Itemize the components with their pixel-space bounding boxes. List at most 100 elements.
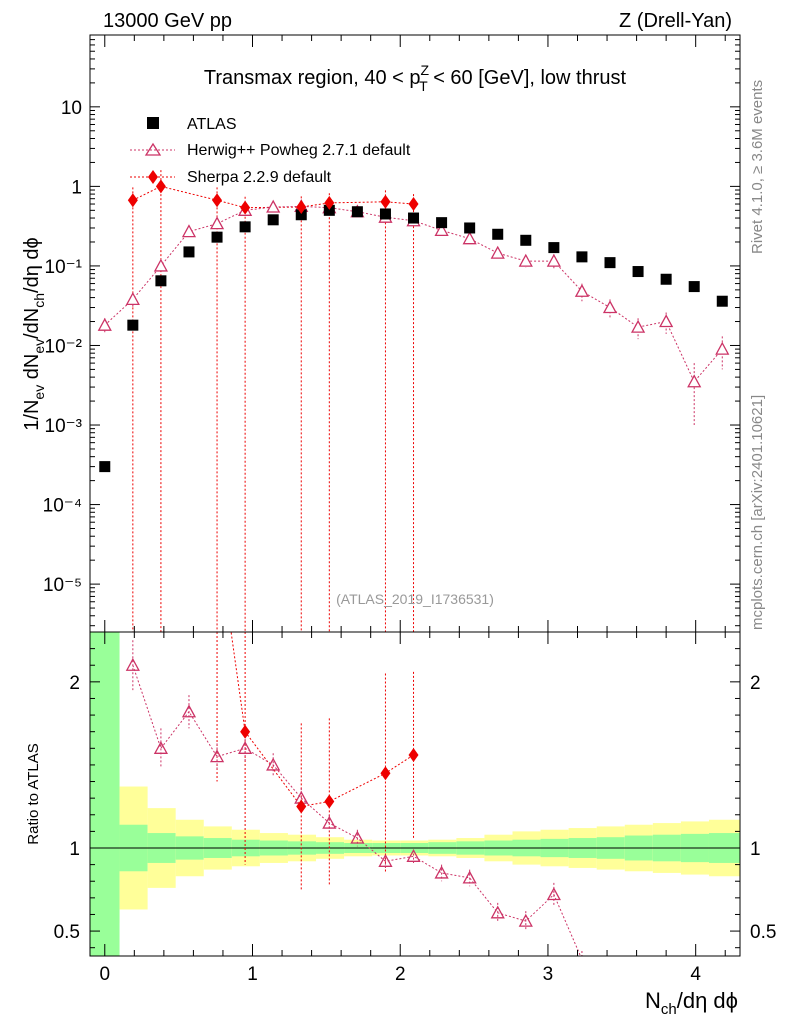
ratio-x-tick-label: 1 bbox=[247, 964, 258, 985]
sherpa-error-lines bbox=[132, 170, 415, 632]
plot-title: Transmax region, 40 < pZ T < 60 [GeV], lo… bbox=[204, 62, 627, 94]
sherpa-line bbox=[132, 185, 414, 209]
ratio-herwig-point bbox=[350, 830, 365, 844]
ratio-herwig-point bbox=[153, 740, 169, 754]
ratio-y-tick-label: 0.5 bbox=[54, 922, 80, 943]
ratio-sherpa-point bbox=[380, 766, 391, 781]
main-y-axis-label: 1/Nev dNev/dNch/dη dϕ bbox=[21, 237, 47, 430]
main-y-tick-label: 10⁻⁵ bbox=[43, 575, 82, 596]
main-y-tick-label: 10⁻³ bbox=[45, 416, 83, 437]
ratio-herwig-point bbox=[266, 757, 281, 771]
atlas-point bbox=[520, 234, 532, 246]
ratio-x-tick-label: 2 bbox=[395, 964, 406, 985]
sherpa-point bbox=[408, 197, 419, 212]
atlas-point bbox=[688, 281, 700, 293]
atlas-point bbox=[155, 275, 167, 287]
ratio-y-tick-label: 1 bbox=[69, 839, 80, 860]
ratio-sherpa-series bbox=[240, 724, 419, 814]
legend-sherpa-label: Sherpa 2.2.9 default bbox=[187, 169, 332, 186]
ratio-sherpa-point bbox=[324, 794, 335, 809]
main-y-tick-labels: 10 1 10⁻¹ 10⁻² 10⁻³ 10⁻⁴ 10⁻⁵ bbox=[43, 98, 82, 596]
herwig-point bbox=[602, 300, 618, 314]
legend-herwig-marker bbox=[144, 142, 162, 156]
atlas-point bbox=[436, 217, 448, 229]
herwig-point bbox=[546, 253, 561, 267]
legend: ATLAS Herwig++ Powheg 2.7.1 default Sher… bbox=[130, 116, 411, 186]
herwig-point bbox=[462, 231, 477, 245]
header-process: Z (Drell-Yan) bbox=[619, 10, 732, 32]
sherpa-point bbox=[155, 179, 166, 194]
ratio-herwig-point bbox=[490, 905, 505, 919]
atlas-point bbox=[351, 206, 363, 218]
sherpa-series bbox=[127, 179, 419, 215]
atlas-point bbox=[379, 208, 391, 220]
ratio-herwig-point bbox=[322, 815, 337, 829]
ratio-sherpa-line bbox=[230, 632, 414, 808]
herwig-point bbox=[97, 317, 112, 331]
ratio-herwig-point bbox=[546, 887, 561, 901]
sherpa-point bbox=[296, 200, 307, 215]
main-y-tick-label: 10⁻¹ bbox=[45, 257, 83, 278]
atlas-point bbox=[548, 242, 560, 254]
main-y-tick-label: 1 bbox=[71, 177, 82, 198]
atlas-point bbox=[211, 231, 223, 243]
ratio-y-tick-label-right: 0.5 bbox=[750, 922, 776, 943]
herwig-point bbox=[490, 245, 505, 259]
ratio-axis-ticks bbox=[90, 632, 740, 956]
sherpa-point bbox=[324, 195, 335, 210]
ratio-plot-frame bbox=[89, 631, 741, 957]
ratio-herwig-series bbox=[125, 640, 583, 956]
ratio-uncertainty-bands bbox=[90, 632, 740, 956]
ratio-plot-panel: 0.5 0.5 1 1 2 2 0 1 2 3 4 Ratio to ATLAS Nch/dη dϕ bbox=[25, 631, 776, 1018]
x-axis-label: Nch/dη dϕ bbox=[645, 988, 738, 1018]
herwig-point bbox=[659, 314, 674, 328]
sherpa-point bbox=[380, 194, 391, 209]
main-y-tick-label: 10⁻² bbox=[45, 336, 83, 357]
main-axis-ticks bbox=[90, 34, 740, 632]
atlas-point bbox=[464, 222, 476, 234]
sherpa-point bbox=[212, 193, 223, 208]
ratio-y-tick-label: 2 bbox=[69, 673, 80, 694]
herwig-point bbox=[434, 223, 449, 237]
ratio-herwig-point bbox=[518, 913, 533, 927]
atlas-point bbox=[267, 214, 279, 226]
herwig-point bbox=[209, 216, 225, 230]
ratio-herwig-point bbox=[238, 740, 253, 754]
legend-atlas-label: ATLAS bbox=[187, 116, 237, 133]
ratio-sherpa-error-lines bbox=[216, 632, 415, 890]
atlas-point bbox=[295, 209, 307, 221]
atlas-point bbox=[239, 221, 251, 233]
ratio-herwig-line bbox=[132, 665, 582, 956]
herwig-point bbox=[518, 253, 533, 267]
rivet-version-label: Rivet 4.1.0, ≥ 3.6M events bbox=[749, 80, 766, 254]
atlas-point bbox=[323, 204, 335, 216]
atlas-point bbox=[127, 319, 139, 331]
ratio-herwig-point bbox=[406, 848, 421, 862]
ratio-sherpa-point bbox=[240, 724, 251, 739]
main-plot-panel: 10 1 10⁻¹ 10⁻² 10⁻³ 10⁻⁴ 10⁻⁵ Transmax region,… bbox=[21, 34, 741, 633]
ratio-herwig-point bbox=[181, 704, 197, 718]
ratio-herwig-point bbox=[378, 853, 393, 867]
main-y-tick-label: 10⁻⁴ bbox=[43, 496, 82, 517]
herwig-point bbox=[153, 258, 169, 272]
ratio-band-inner bbox=[90, 632, 120, 956]
herwig-point bbox=[181, 224, 197, 238]
atlas-point bbox=[576, 251, 588, 263]
atlas-point bbox=[99, 461, 111, 473]
herwig-point bbox=[125, 291, 140, 306]
ratio-herwig-point bbox=[462, 870, 477, 884]
atlas-point bbox=[492, 228, 504, 240]
herwig-point bbox=[266, 199, 281, 213]
ratio-y-tick-label-right: 2 bbox=[750, 673, 761, 694]
ratio-herwig-point bbox=[125, 657, 140, 671]
mcplots-label: mcplots.cern.ch [arXiv:2401.10621] bbox=[749, 395, 766, 630]
ratio-herwig-point bbox=[209, 749, 225, 763]
atlas-point bbox=[604, 257, 616, 269]
legend-sherpa-marker bbox=[148, 170, 158, 184]
ratio-sherpa-point bbox=[296, 799, 307, 814]
atlas-point bbox=[716, 295, 728, 307]
legend-herwig-label: Herwig++ Powheg 2.7.1 default bbox=[187, 142, 411, 159]
atlas-point bbox=[632, 266, 644, 278]
ratio-y-tick-label-right: 1 bbox=[750, 839, 761, 860]
header-collision: 13000 GeV pp bbox=[103, 10, 232, 32]
